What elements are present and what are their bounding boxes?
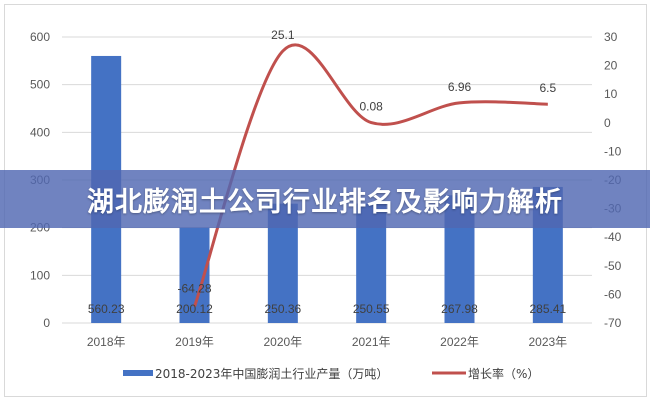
- y-right-tick-label: -60: [604, 287, 622, 301]
- y-right-tick-label: -70: [604, 316, 622, 330]
- legend: 2018-2023年中国膨润土行业产量（万吨） 增长率（%）: [123, 366, 539, 381]
- line-data-label: 6.96: [448, 80, 472, 94]
- y-right-tick-label: -40: [604, 230, 622, 244]
- bar-data-label: 250.55: [353, 302, 390, 316]
- bar-data-label: 200.12: [176, 302, 213, 316]
- y-right-tick-label: 30: [604, 30, 618, 44]
- legend-swatch-bar: [123, 370, 153, 376]
- y-right-tick-label: 10: [604, 87, 618, 101]
- y-left-tick-label: 100: [30, 268, 50, 282]
- bar-data-label: 250.36: [264, 302, 301, 316]
- legend-label-line: 增长率（%）: [468, 366, 539, 381]
- line-data-label: 0.08: [359, 100, 383, 114]
- bar-data-label: 560.23: [88, 302, 125, 316]
- legend-label-bar: 2018-2023年中国膨润土行业产量（万吨）: [155, 366, 388, 381]
- y-left-tick-label: 600: [30, 30, 50, 44]
- x-tick-label: 2021年: [352, 335, 391, 349]
- y-right-tick-label: -10: [604, 144, 622, 158]
- x-tick-label: 2023年: [528, 335, 567, 349]
- x-tick-label: 2022年: [440, 335, 479, 349]
- banner-title: 湖北膨润土公司行业排名及影响力解析: [87, 186, 563, 218]
- x-tick-label: 2018年: [87, 335, 126, 349]
- x-tick-label: 2019年: [175, 335, 214, 349]
- line-data-label: 25.1: [271, 28, 295, 42]
- line-data-label: 6.5: [539, 81, 556, 95]
- line-data-label: -64.28: [177, 282, 211, 296]
- y-right-tick-label: 20: [604, 59, 618, 73]
- bar-data-label: 285.41: [529, 302, 566, 316]
- y-left-tick-label: 500: [30, 78, 50, 92]
- bar-data-label: 267.98: [441, 302, 478, 316]
- y-right-tick-label: -50: [604, 259, 622, 273]
- y-right-tick-label: 0: [604, 116, 611, 130]
- y-left-tick-label: 400: [30, 125, 50, 139]
- x-tick-label: 2020年: [263, 335, 302, 349]
- title-banner: 湖北膨润土公司行业排名及影响力解析: [0, 170, 650, 228]
- growth-rate-line: [193, 43, 548, 308]
- y-left-tick-label: 0: [43, 316, 50, 330]
